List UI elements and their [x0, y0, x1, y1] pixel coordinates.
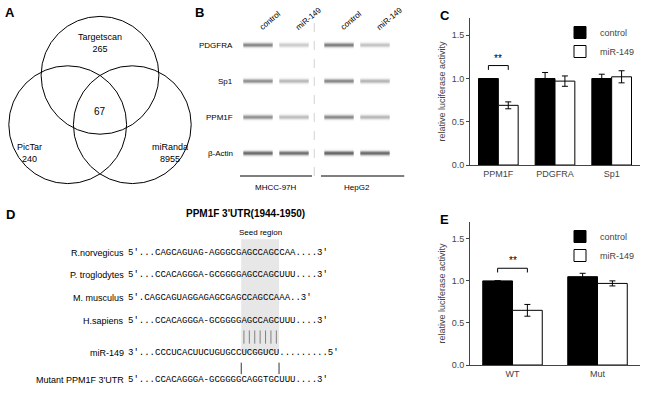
- svg-text:5'...CCACAGGGA-GCGGGGAGCCAGCUU: 5'...CCACAGGGA-GCGGGGAGCCAGCUUU....3': [128, 270, 328, 280]
- svg-text:1.5: 1.5: [452, 234, 465, 244]
- svg-text:0.5: 0.5: [452, 117, 465, 127]
- svg-text:PDGFRA: PDGFRA: [199, 41, 233, 50]
- svg-text:D: D: [6, 207, 15, 222]
- svg-text:HepG2: HepG2: [344, 183, 370, 192]
- svg-text:control: control: [339, 9, 363, 31]
- svg-text:3'...CCCUCACUUCUGUGCCUCGGUCU..: 3'...CCCUCACUUCUGUGCCUCGGUCU.........5': [128, 348, 339, 358]
- svg-text:Sp1: Sp1: [604, 169, 620, 179]
- svg-text:1.5: 1.5: [452, 30, 465, 40]
- svg-text:67: 67: [94, 106, 106, 117]
- svg-text:PPM1F: PPM1F: [206, 113, 233, 122]
- svg-text:C: C: [440, 8, 450, 23]
- svg-text:5'...CAGCAGUAG-AGGGCGAGCCAGCCA: 5'...CAGCAGUAG-AGGGCGAGCCAGCCAA....3': [128, 248, 328, 258]
- svg-text:WT: WT: [506, 369, 520, 379]
- svg-text:R.norvegicus: R.norvegicus: [71, 248, 124, 258]
- svg-text:P. troglodytes: P. troglodytes: [70, 270, 124, 280]
- svg-text:0.0: 0.0: [452, 360, 465, 370]
- svg-text:0.0: 0.0: [452, 160, 465, 170]
- svg-text:control: control: [600, 28, 627, 38]
- svg-text:**: **: [509, 255, 517, 266]
- svg-text:H.sapiens: H.sapiens: [83, 316, 124, 326]
- svg-text:miRanda8955: miRanda8955: [152, 142, 188, 164]
- svg-text:0.5: 0.5: [452, 318, 465, 328]
- svg-text:M. musculus: M. musculus: [73, 293, 124, 303]
- svg-text:relative luciferase activity: relative luciferase activity: [437, 41, 447, 142]
- svg-text:PicTar240: PicTar240: [17, 142, 42, 164]
- svg-text:5'.CAGCAGUAGGAGAGCGAGCCAGCCAAA: 5'.CAGCAGUAGGAGAGCGAGCCAGCCAAA..3': [128, 293, 312, 303]
- svg-text:Sp1: Sp1: [218, 77, 233, 86]
- svg-text:5'...CCACAGGGA-GCGGGGCAGGTGCUU: 5'...CCACAGGGA-GCGGGGCAGGTGCUUU....3': [128, 375, 328, 385]
- svg-text:B: B: [195, 5, 204, 20]
- svg-text:β-Actin: β-Actin: [208, 149, 233, 158]
- svg-text:Mutant PPM1F 3'UTR: Mutant PPM1F 3'UTR: [36, 375, 124, 385]
- svg-text:miR-149: miR-149: [294, 5, 323, 32]
- svg-text:Mut: Mut: [590, 369, 606, 379]
- svg-text:Seed region: Seed region: [239, 228, 282, 237]
- svg-text:miR-149: miR-149: [90, 348, 124, 358]
- svg-text:miR-149: miR-149: [600, 47, 634, 57]
- svg-text:PPM1F: PPM1F: [483, 169, 514, 179]
- svg-text:Targetscan265: Targetscan265: [78, 32, 122, 54]
- svg-text:miR-149: miR-149: [600, 251, 634, 261]
- svg-text:**: **: [494, 53, 502, 64]
- svg-text:PDGFRA: PDGFRA: [536, 169, 574, 179]
- svg-text:A: A: [5, 5, 15, 20]
- svg-text:1.0: 1.0: [452, 276, 465, 286]
- svg-text:miR-149: miR-149: [375, 5, 404, 32]
- svg-text:MHCC-97H: MHCC-97H: [255, 183, 297, 192]
- svg-text:control: control: [600, 232, 627, 242]
- svg-text:PPM1F 3'UTR(1944-1950): PPM1F 3'UTR(1944-1950): [186, 208, 305, 219]
- svg-text:relative luciferase activity: relative luciferase activity: [437, 243, 447, 344]
- svg-text:1.0: 1.0: [452, 74, 465, 84]
- svg-text:5'...CCACAGGGA-GCGGGGAGCCAGCUU: 5'...CCACAGGGA-GCGGGGAGCCAGCUUU....3': [128, 316, 328, 326]
- svg-text:E: E: [440, 212, 449, 227]
- svg-text:control: control: [258, 9, 282, 31]
